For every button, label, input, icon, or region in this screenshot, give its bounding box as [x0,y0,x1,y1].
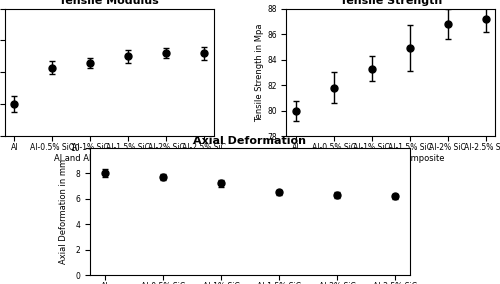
X-axis label: Al and AL+SiC Composite: Al and AL+SiC Composite [337,154,444,163]
Title: Axial Deformation: Axial Deformation [194,135,306,145]
Y-axis label: Axial Deformation in mm: Axial Deformation in mm [59,159,68,264]
Y-axis label: Tensile Strength in Mpa: Tensile Strength in Mpa [256,23,264,122]
Title: Tensile Strength: Tensile Strength [340,0,442,6]
Title: Tensile Modulus: Tensile Modulus [60,0,159,6]
X-axis label: Al and Al + SiC Composite: Al and Al + SiC Composite [54,154,164,163]
